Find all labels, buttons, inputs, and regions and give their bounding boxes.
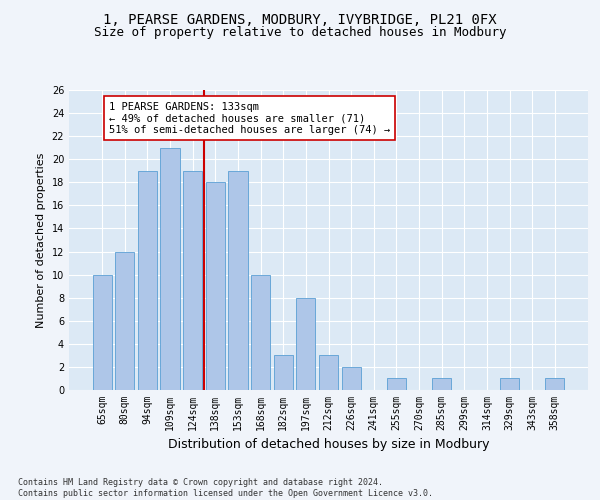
Bar	[387, 378, 406, 390]
Bar	[500, 378, 519, 390]
Bar	[183, 171, 202, 390]
Text: Contains HM Land Registry data © Crown copyright and database right 2024.
Contai: Contains HM Land Registry data © Crown c…	[18, 478, 433, 498]
Text: 1 PEARSE GARDENS: 133sqm
← 49% of detached houses are smaller (71)
51% of semi-d: 1 PEARSE GARDENS: 133sqm ← 49% of detach…	[109, 102, 390, 134]
Text: Size of property relative to detached houses in Modbury: Size of property relative to detached ho…	[94, 26, 506, 39]
Text: 1, PEARSE GARDENS, MODBURY, IVYBRIDGE, PL21 0FX: 1, PEARSE GARDENS, MODBURY, IVYBRIDGE, P…	[103, 12, 497, 26]
Bar	[432, 378, 451, 390]
Bar	[319, 356, 338, 390]
Bar	[92, 274, 112, 390]
Y-axis label: Number of detached properties: Number of detached properties	[36, 152, 46, 328]
Bar	[229, 171, 248, 390]
Bar	[138, 171, 157, 390]
Bar	[251, 274, 270, 390]
Bar	[296, 298, 316, 390]
Bar	[341, 367, 361, 390]
Bar	[274, 356, 293, 390]
Bar	[160, 148, 180, 390]
Bar	[545, 378, 565, 390]
Bar	[206, 182, 225, 390]
Bar	[115, 252, 134, 390]
X-axis label: Distribution of detached houses by size in Modbury: Distribution of detached houses by size …	[168, 438, 489, 452]
